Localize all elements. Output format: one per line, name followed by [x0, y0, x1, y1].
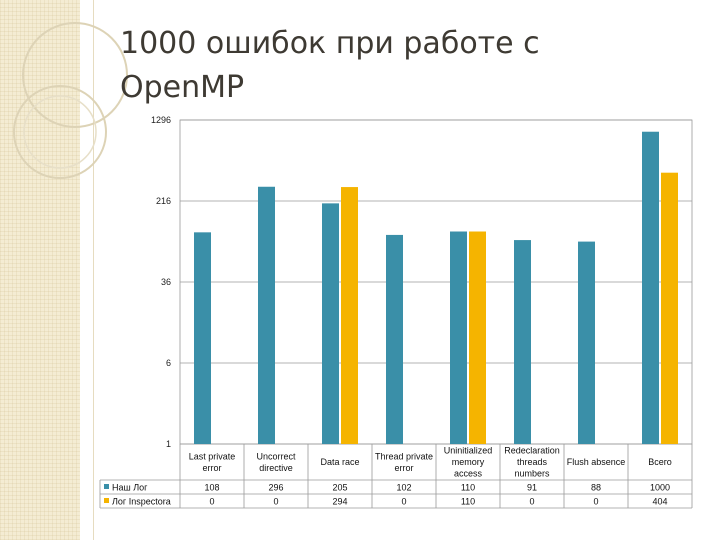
x-tick-label: Uninitialized	[444, 446, 493, 456]
x-tick-label: error	[202, 463, 221, 473]
legend-swatch	[104, 484, 109, 489]
slide-title-line1: 1000 ошибок при работе с	[120, 26, 540, 61]
bar	[578, 241, 595, 444]
data-label: 0	[209, 497, 214, 507]
data-label: 108	[204, 483, 219, 493]
data-label: 404	[652, 497, 667, 507]
x-tick-label: Thread private	[375, 451, 433, 461]
y-tick-label: 1296	[151, 115, 171, 125]
data-label: 296	[268, 483, 283, 493]
slide-title: 1000 ошибок при работе с OpenMP	[120, 22, 640, 110]
data-label: 0	[529, 497, 534, 507]
bar	[661, 172, 678, 444]
data-label: 205	[332, 483, 347, 493]
x-tick-label: memory	[452, 457, 485, 467]
bar	[469, 231, 486, 444]
y-tick-label: 6	[166, 358, 171, 368]
slide-title-line2: OpenMP	[120, 70, 245, 105]
bar	[341, 187, 358, 445]
data-label: 91	[527, 483, 537, 493]
data-label: 0	[273, 497, 278, 507]
x-tick-label: directive	[259, 463, 293, 473]
bar	[258, 186, 275, 444]
x-tick-label: Всего	[648, 457, 672, 467]
bar	[194, 232, 211, 444]
decorative-divider	[93, 0, 94, 540]
data-label: 102	[396, 483, 411, 493]
x-tick-label: Uncorrect	[256, 451, 296, 461]
y-tick-label: 216	[156, 196, 171, 206]
bar	[322, 203, 339, 444]
data-label: 294	[332, 497, 347, 507]
y-tick-label: 36	[161, 277, 171, 287]
legend-swatch	[104, 498, 109, 503]
x-tick-label: Redeclaration	[504, 446, 560, 456]
x-tick-label: Flush absence	[567, 457, 626, 467]
legend-label: Наш Лог	[112, 483, 148, 493]
x-tick-label: access	[454, 469, 483, 479]
data-label: 110	[461, 483, 475, 493]
x-tick-label: numbers	[514, 469, 550, 479]
x-tick-label: Last private	[189, 451, 236, 461]
data-label: 110	[461, 497, 475, 507]
data-label: 0	[593, 497, 598, 507]
x-tick-label: error	[394, 463, 413, 473]
bar	[514, 240, 531, 444]
bar	[450, 231, 467, 444]
legend-label: Лог Inspectora	[112, 497, 171, 507]
data-label: 88	[591, 483, 601, 493]
y-tick-label: 1	[166, 439, 171, 449]
data-label: 1000	[650, 483, 670, 493]
data-label: 0	[401, 497, 406, 507]
x-tick-label: Data race	[320, 457, 359, 467]
bar	[642, 131, 659, 444]
bar	[386, 234, 403, 444]
x-tick-label: threads	[517, 457, 548, 467]
